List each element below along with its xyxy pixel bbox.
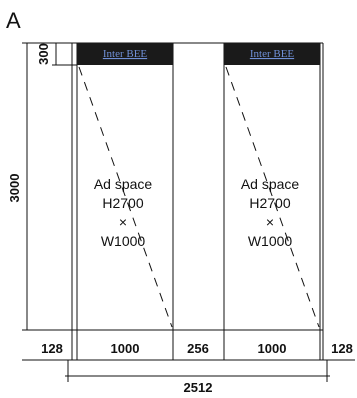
panel-1-diagonal: [78, 66, 173, 328]
figure-label: A: [6, 8, 21, 33]
panel-1-brand: Inter BEE: [103, 48, 148, 60]
dim-header-height: 300: [36, 42, 77, 66]
panel-1-header-band: [77, 43, 173, 65]
dim-total-height: 3000: [7, 42, 55, 331]
dim-margin-right-label: 128: [331, 341, 353, 356]
dim-header-height-label: 300: [36, 43, 51, 65]
dim-total-height-label: 3000: [7, 174, 22, 203]
dim-panel-2-width-label: 1000: [258, 341, 287, 356]
panel-2-diagonal: [225, 66, 320, 328]
panel-1-times: ×: [119, 214, 127, 230]
dim-gap-label: 256: [187, 341, 209, 356]
panel-2-ad-title: Ad space: [241, 176, 300, 192]
ad-panel-1: Inter BEE Ad space H2700 × W1000: [76, 42, 174, 331]
panel-2-height: H2700: [249, 195, 290, 211]
ad-panel-2: Inter BEE Ad space H2700 × W1000: [223, 42, 321, 331]
dim-panel-1-width-label: 1000: [111, 341, 140, 356]
panel-1-width: W1000: [101, 233, 146, 249]
panel-1-height: H2700: [102, 195, 143, 211]
dim-total-width-label: 2512: [184, 380, 213, 395]
panel-2-header-band: [224, 43, 320, 65]
panel-2-width: W1000: [248, 233, 293, 249]
panel-2-times: ×: [266, 214, 274, 230]
dim-margin-left-label: 128: [41, 341, 63, 356]
panel-2-brand: Inter BEE: [250, 48, 295, 60]
dim-width-row: 128 1000 256 1000 128 2512: [22, 330, 355, 395]
panel-1-ad-title: Ad space: [94, 176, 153, 192]
